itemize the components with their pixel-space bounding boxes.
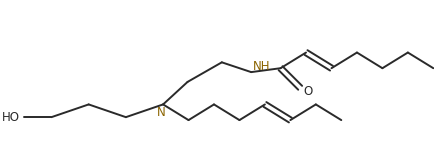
Text: N: N [156, 106, 165, 119]
Text: HO: HO [2, 111, 20, 124]
Text: NH: NH [253, 60, 270, 73]
Text: O: O [302, 85, 312, 98]
